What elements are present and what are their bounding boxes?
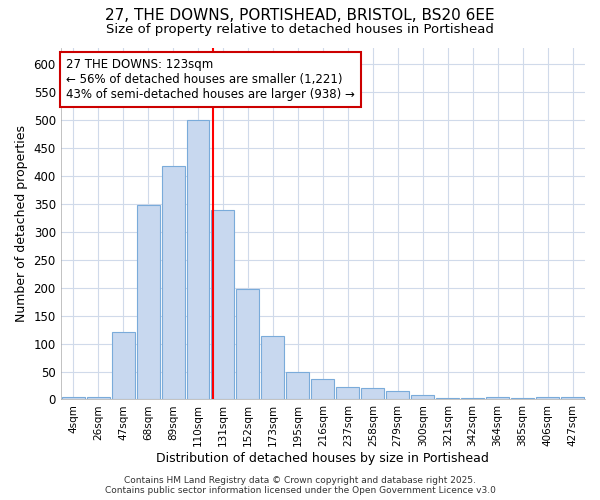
Bar [112,332,134,400]
Bar [536,396,559,400]
Bar [436,398,459,400]
Bar [461,398,484,400]
Bar [187,120,209,400]
X-axis label: Distribution of detached houses by size in Portishead: Distribution of detached houses by size … [157,452,489,465]
Text: 27, THE DOWNS, PORTISHEAD, BRISTOL, BS20 6EE: 27, THE DOWNS, PORTISHEAD, BRISTOL, BS20… [105,8,495,22]
Bar [386,391,409,400]
Text: Contains HM Land Registry data © Crown copyright and database right 2025.
Contai: Contains HM Land Registry data © Crown c… [104,476,496,495]
Bar [211,210,235,400]
Bar [286,372,310,400]
Bar [361,388,384,400]
Bar [137,205,160,400]
Bar [262,336,284,400]
Bar [511,398,534,400]
Bar [486,396,509,400]
Bar [411,395,434,400]
Bar [161,166,185,400]
Bar [337,386,359,400]
Text: Size of property relative to detached houses in Portishead: Size of property relative to detached ho… [106,22,494,36]
Y-axis label: Number of detached properties: Number of detached properties [15,125,28,322]
Text: 27 THE DOWNS: 123sqm
← 56% of detached houses are smaller (1,221)
43% of semi-de: 27 THE DOWNS: 123sqm ← 56% of detached h… [66,58,355,101]
Bar [561,396,584,400]
Bar [86,396,110,400]
Bar [311,379,334,400]
Bar [62,396,85,400]
Bar [236,290,259,400]
